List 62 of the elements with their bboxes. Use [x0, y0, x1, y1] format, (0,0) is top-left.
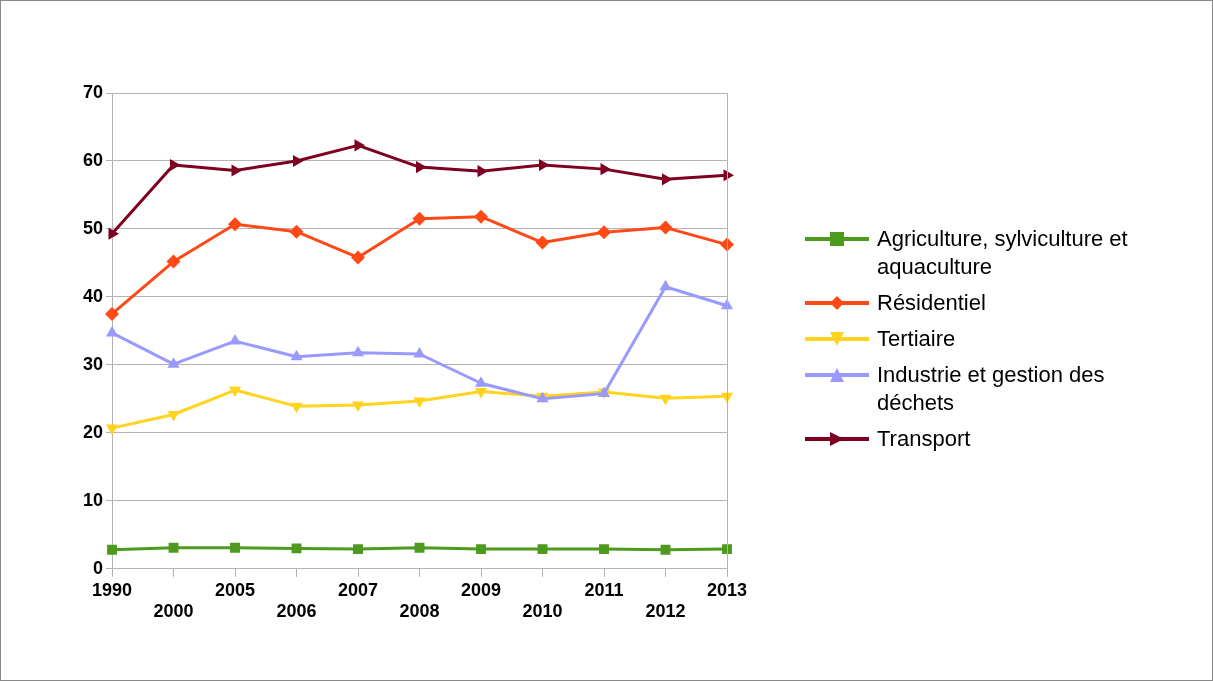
y-tick-label: 60: [82, 149, 104, 170]
x-tick-label: 1990: [92, 579, 133, 600]
x-tick-label: 2008: [399, 601, 440, 622]
point: [658, 220, 673, 235]
legend-label: Résidentiel: [877, 289, 986, 317]
point: [351, 345, 365, 357]
point: [353, 544, 363, 555]
y-tick-label: 30: [82, 353, 104, 374]
point: [170, 158, 181, 172]
point: [351, 401, 365, 412]
y-tick-label: 70: [82, 81, 104, 102]
x-tick-label: 2013: [706, 579, 748, 600]
point: [290, 349, 303, 361]
point: [474, 376, 488, 387]
point: [413, 397, 426, 408]
point: [228, 217, 243, 232]
point: [293, 154, 304, 168]
legend-label: Agriculture, sylviculture et aquaculture: [877, 225, 1129, 281]
point: [539, 158, 550, 172]
x-tick-label: 2012: [645, 601, 686, 622]
point: [290, 402, 303, 414]
point: [414, 542, 425, 553]
point: [659, 394, 672, 406]
point: [167, 357, 180, 368]
y-tick-label: 40: [82, 285, 104, 306]
point: [351, 250, 366, 265]
point: [107, 544, 117, 555]
point: [105, 306, 120, 321]
point: [537, 544, 548, 555]
point: [599, 544, 609, 555]
point: [412, 211, 427, 226]
point: [168, 542, 179, 553]
point: [166, 254, 181, 269]
x-tick-label: 2010: [522, 601, 563, 622]
y-tick-label: 50: [82, 217, 104, 238]
y-tick-label: 20: [82, 421, 104, 442]
legend-label: Industrie et gestion des déchets: [877, 361, 1106, 417]
point: [476, 544, 486, 555]
legend-label: Tertiaire: [877, 325, 956, 353]
point: [105, 424, 119, 436]
x-tick-label: 2005: [214, 579, 256, 600]
legend-label: Transport: [877, 425, 971, 453]
x-tick-label: 2011: [584, 579, 624, 600]
point: [474, 387, 488, 399]
point: [108, 227, 120, 240]
x-tick-label: 2000: [153, 601, 194, 622]
point: [660, 544, 671, 555]
point: [535, 235, 550, 250]
x-tick-label: 2006: [276, 601, 317, 622]
point: [291, 543, 302, 554]
point: [230, 542, 240, 553]
point: [228, 334, 242, 345]
x-tick-label: 2009: [460, 579, 502, 600]
y-tick-label: 10: [82, 489, 104, 510]
point: [289, 224, 304, 239]
y-tick-label: 0: [93, 557, 104, 578]
point: [474, 209, 489, 224]
point: [354, 139, 366, 152]
point: [659, 279, 672, 291]
x-tick-label: 2007: [337, 579, 379, 600]
point: [597, 225, 611, 240]
point: [722, 544, 732, 555]
